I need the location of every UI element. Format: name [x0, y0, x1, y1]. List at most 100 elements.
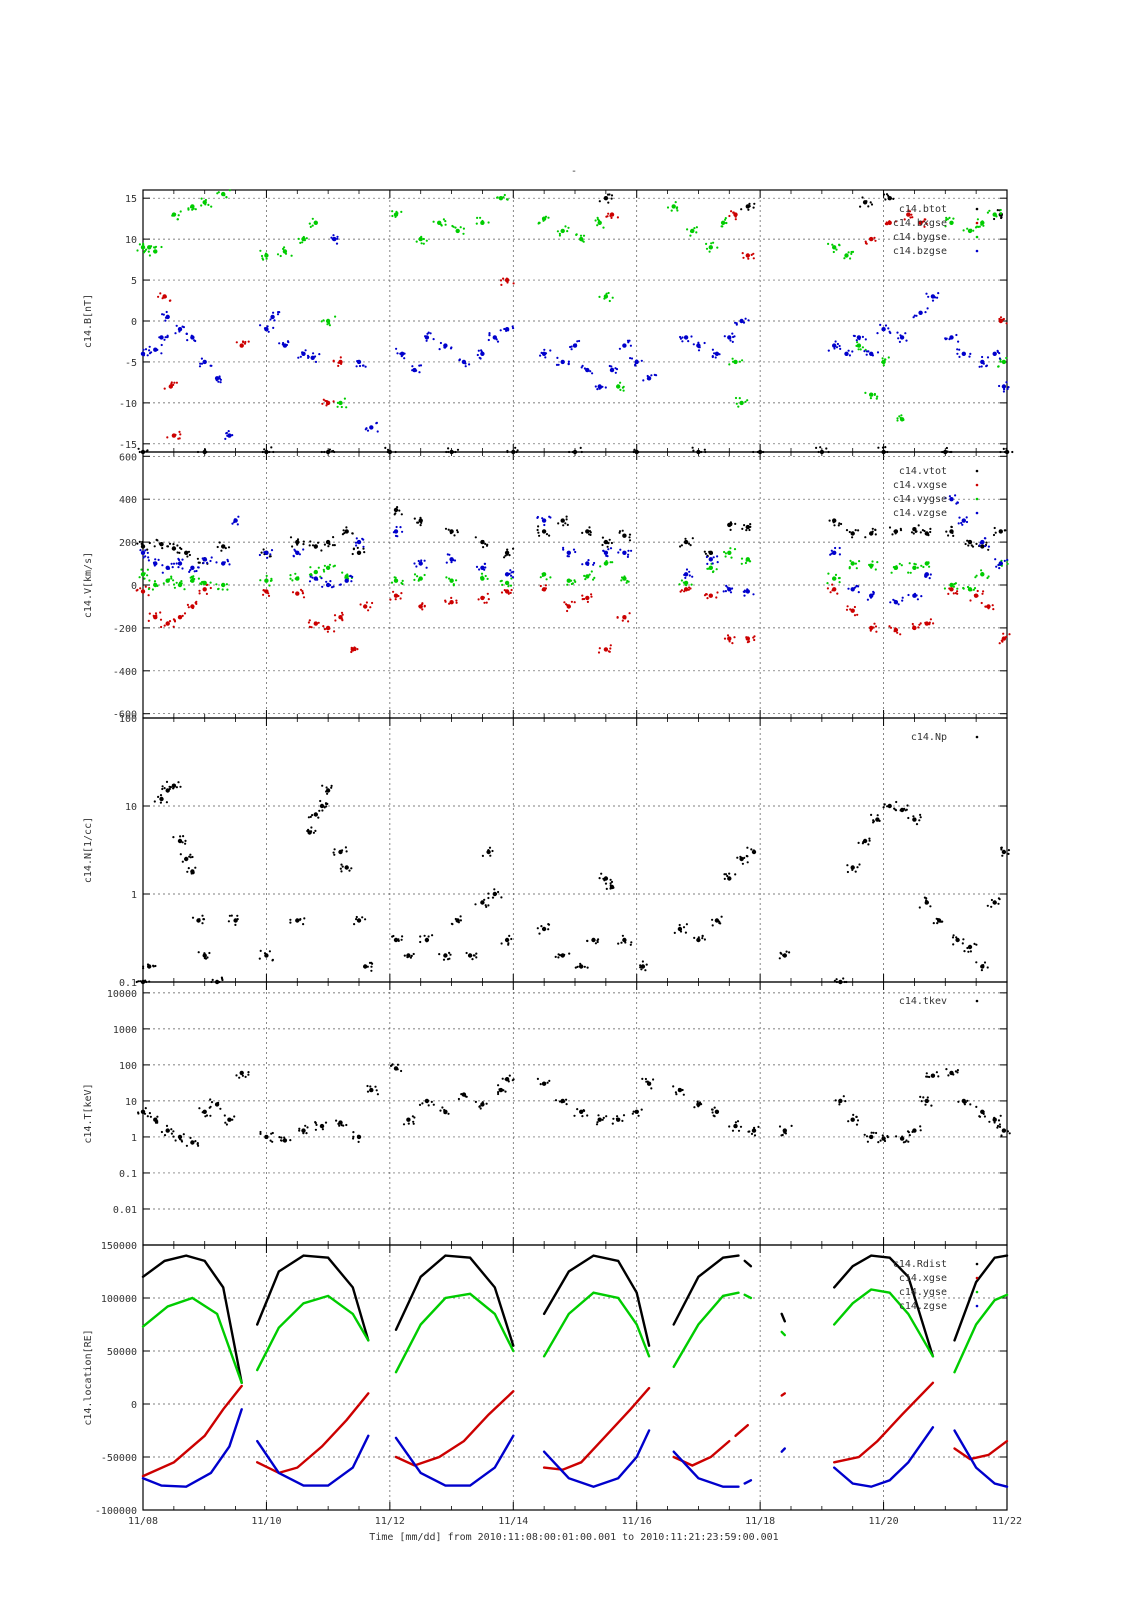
- data-point-sample: [215, 583, 218, 586]
- data-point-sample: [457, 921, 460, 924]
- data-point-sample: [234, 923, 237, 927]
- data-point: [153, 347, 158, 352]
- data-point-sample: [179, 835, 182, 838]
- data-point: [1001, 384, 1007, 389]
- series-line-segment: [672, 1450, 740, 1488]
- data-point: [727, 550, 732, 555]
- data-point: [190, 565, 195, 570]
- data-point-sample: [982, 362, 985, 365]
- data-point-sample: [964, 542, 967, 546]
- data-point-sample: [420, 521, 423, 525]
- data-point-sample: [452, 583, 455, 586]
- data-point-sample: [463, 1093, 466, 1097]
- data-point-sample: [178, 430, 181, 433]
- data-point-sample: [884, 324, 888, 327]
- data-point-sample: [887, 194, 890, 197]
- data-point-sample: [411, 369, 414, 372]
- data-point-sample: [147, 556, 150, 559]
- data-point-sample: [310, 626, 313, 629]
- data-point-sample: [547, 923, 551, 926]
- panel-frame: [142, 981, 1008, 1246]
- data-point-sample: [499, 329, 502, 332]
- data-point-sample: [201, 914, 204, 917]
- data-point-sample: [512, 570, 515, 574]
- data-point-sample: [314, 1128, 317, 1131]
- data-point-sample: [308, 544, 311, 547]
- data-point-sample: [742, 321, 746, 324]
- series-line-segment: [394, 1390, 515, 1467]
- data-point-sample: [153, 580, 157, 583]
- data-point-sample: [450, 561, 453, 564]
- data-point-sample: [674, 1091, 678, 1094]
- data-point-sample: [924, 902, 928, 905]
- data-point-sample: [984, 537, 987, 540]
- data-point-sample: [318, 353, 321, 356]
- data-point-sample: [935, 1071, 939, 1074]
- data-point-sample: [392, 590, 395, 593]
- data-point-sample: [719, 922, 722, 925]
- data-point-sample: [881, 361, 884, 364]
- data-point-sample: [333, 853, 336, 856]
- data-point-sample: [142, 354, 145, 357]
- data-point: [714, 1109, 720, 1115]
- data-point-sample: [475, 952, 478, 955]
- data-point-sample: [160, 352, 163, 355]
- data-point: [168, 384, 173, 389]
- data-point-sample: [901, 599, 904, 602]
- data-point-sample: [598, 647, 601, 650]
- data-point-sample: [574, 343, 577, 346]
- data-point-sample: [202, 918, 206, 921]
- data-point-sample: [581, 1115, 584, 1118]
- data-point-sample: [616, 616, 619, 619]
- data-point-sample: [622, 389, 625, 392]
- y-tick-label: 0: [131, 317, 137, 328]
- data-point-sample: [153, 564, 156, 567]
- data-point-sample: [836, 342, 840, 346]
- data-point-sample: [735, 322, 738, 325]
- data-point-sample: [172, 579, 175, 582]
- data-point-sample: [198, 1107, 201, 1110]
- data-point-sample: [182, 835, 185, 838]
- data-point: [949, 582, 954, 588]
- data-point-sample: [731, 357, 734, 360]
- data-point-sample: [914, 595, 917, 598]
- data-point-sample: [588, 530, 592, 533]
- data-point-sample: [189, 1136, 192, 1139]
- top-title: -: [571, 166, 577, 177]
- legend-label: c14.bygse: [893, 232, 947, 243]
- data-point-sample: [855, 584, 858, 587]
- data-point-sample: [924, 1103, 927, 1106]
- data-point-sample: [636, 1110, 639, 1113]
- data-point-sample: [605, 1115, 608, 1118]
- data-point-sample: [415, 565, 418, 568]
- data-point-sample: [873, 393, 876, 396]
- data-point-sample: [888, 220, 891, 223]
- data-point-sample: [1000, 1134, 1003, 1137]
- data-point-sample: [918, 623, 921, 626]
- data-point-sample: [333, 848, 336, 851]
- data-point-sample: [146, 574, 149, 577]
- series-c14-bzgse: [140, 234, 1010, 440]
- data-point-sample: [745, 636, 748, 639]
- data-point-sample: [871, 563, 874, 567]
- data-point-sample: [554, 955, 557, 959]
- data-point-sample: [979, 541, 982, 545]
- data-point-sample: [876, 395, 879, 398]
- data-point-sample: [712, 556, 715, 559]
- data-point-sample: [697, 349, 701, 352]
- data-point-sample: [582, 1109, 585, 1112]
- data-point-sample: [747, 319, 750, 322]
- data-point-sample: [267, 330, 270, 333]
- data-point-sample: [483, 898, 486, 901]
- data-point: [239, 343, 244, 348]
- data-point-sample: [538, 534, 541, 537]
- data-point-sample: [965, 516, 968, 519]
- data-point-sample: [583, 367, 587, 370]
- data-point-sample: [611, 561, 614, 564]
- data-point-sample: [958, 516, 961, 519]
- data-point-sample: [487, 338, 490, 342]
- data-point: [177, 838, 183, 844]
- data-point-sample: [315, 1123, 318, 1126]
- data-point-sample: [856, 341, 859, 344]
- data-point-sample: [753, 849, 756, 852]
